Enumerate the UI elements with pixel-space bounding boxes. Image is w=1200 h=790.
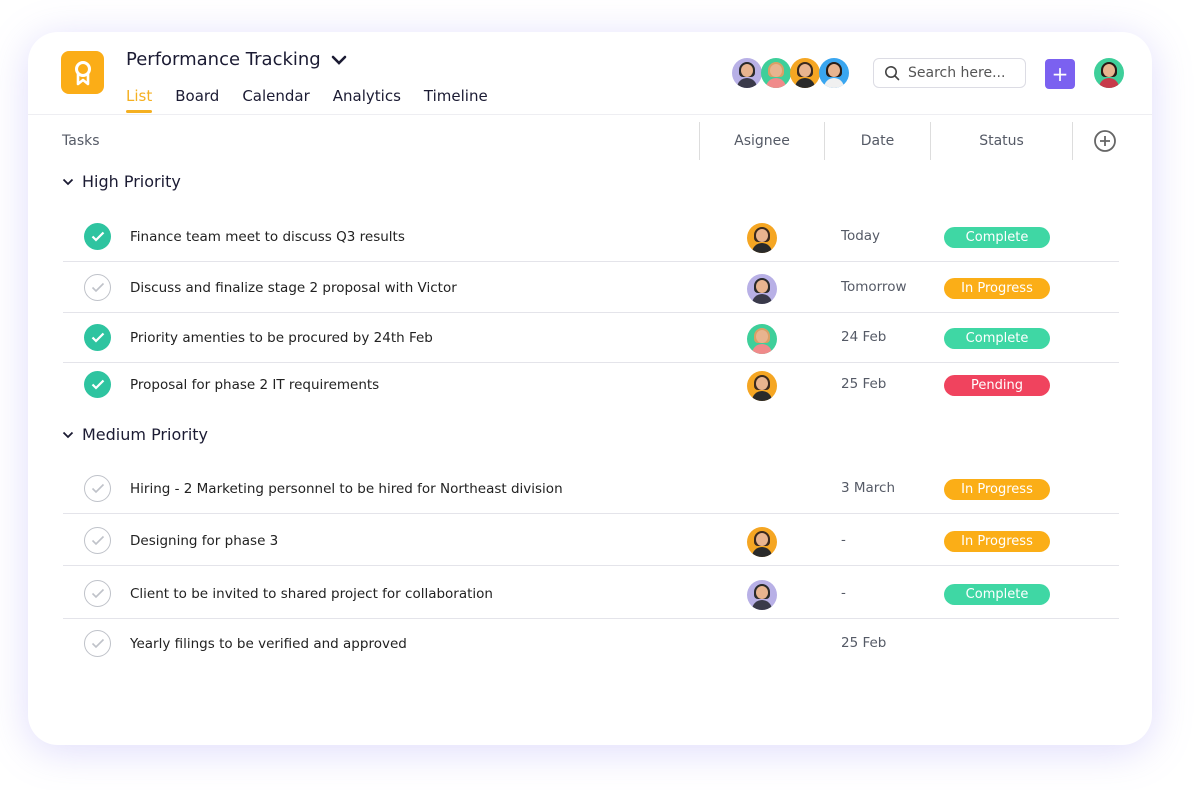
- task-row[interactable]: Client to be invited to shared project f…: [63, 569, 1119, 619]
- plus-icon: +: [1051, 62, 1069, 86]
- tab-list[interactable]: List: [126, 87, 153, 113]
- chevron-down-icon: [331, 55, 347, 65]
- task-date: 25 Feb: [841, 376, 887, 392]
- assignee-avatar: [747, 274, 777, 304]
- avatar: [819, 58, 849, 88]
- section-header[interactable]: Medium Priority: [62, 425, 208, 444]
- row-divider: [63, 312, 1119, 313]
- column-assignee[interactable]: Asignee: [734, 133, 790, 149]
- team-avatars[interactable]: [732, 58, 849, 88]
- plus-circle-icon: [1094, 130, 1116, 152]
- status-badge[interactable]: Complete: [944, 584, 1050, 605]
- check-icon: [91, 535, 104, 546]
- add-button[interactable]: +: [1045, 59, 1075, 89]
- task-checkbox[interactable]: [84, 371, 111, 398]
- task-row[interactable]: Discuss and finalize stage 2 proposal wi…: [63, 263, 1119, 313]
- check-icon: [91, 282, 104, 293]
- task-checkbox[interactable]: [84, 630, 111, 657]
- tab-analytics[interactable]: Analytics: [332, 87, 401, 105]
- task-row[interactable]: Finance team meet to discuss Q3 results T…: [63, 212, 1119, 262]
- chevron-down-icon: [62, 431, 74, 438]
- task-row[interactable]: Designing for phase 3 - In Progress: [63, 516, 1119, 566]
- assignee-avatar: [747, 580, 777, 610]
- column-divider: [824, 122, 825, 160]
- check-icon: [91, 638, 104, 649]
- task-row[interactable]: Yearly filings to be verified and approv…: [63, 619, 1119, 669]
- avatar: [732, 58, 762, 88]
- check-icon: [91, 231, 104, 242]
- view-tabs: List Board Calendar Analytics Timeline: [126, 87, 488, 113]
- column-divider: [930, 122, 931, 160]
- add-column-button[interactable]: [1092, 122, 1118, 160]
- task-name: Client to be invited to shared project f…: [130, 586, 493, 602]
- header-divider: [28, 114, 1152, 115]
- status-badge[interactable]: In Progress: [944, 479, 1050, 500]
- column-divider: [699, 122, 700, 160]
- status-badge[interactable]: Complete: [944, 328, 1050, 349]
- column-divider: [1072, 122, 1073, 160]
- assignee-avatar: [747, 527, 777, 557]
- task-row[interactable]: Proposal for phase 2 IT requirements 25 F…: [63, 360, 1119, 410]
- task-name: Designing for phase 3: [130, 533, 279, 549]
- search-input[interactable]: [908, 65, 1018, 81]
- task-date: 3 March: [841, 480, 896, 496]
- project-title-dropdown[interactable]: Performance Tracking: [126, 49, 347, 70]
- section-title: Medium Priority: [82, 425, 209, 444]
- status-badge[interactable]: In Progress: [944, 278, 1050, 299]
- task-date: -: [841, 585, 846, 601]
- assignee-avatar: [747, 371, 777, 401]
- status-badge[interactable]: In Progress: [944, 531, 1050, 552]
- task-name: Yearly filings to be verified and approv…: [130, 636, 407, 652]
- user-avatar[interactable]: [1094, 58, 1124, 88]
- row-divider: [63, 565, 1119, 566]
- task-name: Hiring - 2 Marketing personnel to be hir…: [130, 481, 563, 497]
- check-icon: [91, 483, 104, 494]
- row-divider: [63, 618, 1119, 619]
- tab-calendar[interactable]: Calendar: [242, 87, 310, 105]
- task-date: -: [841, 532, 846, 548]
- check-icon: [91, 379, 104, 390]
- row-divider: [63, 513, 1119, 514]
- row-divider: [63, 362, 1119, 363]
- avatar: [790, 58, 820, 88]
- avatar: [1094, 58, 1124, 88]
- award-logo-icon[interactable]: [61, 51, 104, 94]
- column-tasks: Tasks: [62, 133, 100, 149]
- project-title: Performance Tracking: [126, 49, 321, 70]
- column-date[interactable]: Date: [860, 133, 895, 149]
- section-title: High Priority: [82, 172, 181, 191]
- task-name: Proposal for phase 2 IT requirements: [130, 377, 380, 393]
- column-status[interactable]: Status: [979, 133, 1024, 149]
- task-board-card: Performance Tracking List Board Calendar…: [28, 32, 1152, 745]
- task-name: Priority amenties to be procured by 24th…: [130, 330, 433, 346]
- task-name: Discuss and finalize stage 2 proposal wi…: [130, 280, 457, 296]
- check-icon: [91, 588, 104, 599]
- task-name: Finance team meet to discuss Q3 results: [130, 229, 405, 245]
- avatar: [761, 58, 791, 88]
- task-date: 25 Feb: [841, 635, 887, 651]
- search-box[interactable]: [873, 58, 1026, 88]
- task-date: Tomorrow: [841, 279, 907, 295]
- section-header[interactable]: High Priority: [62, 172, 181, 191]
- task-checkbox[interactable]: [84, 274, 111, 301]
- task-checkbox[interactable]: [84, 580, 111, 607]
- assignee-avatar: [747, 223, 777, 253]
- row-divider: [63, 261, 1119, 262]
- chevron-down-icon: [62, 178, 74, 185]
- task-checkbox[interactable]: [84, 324, 111, 351]
- status-badge[interactable]: Pending: [944, 375, 1050, 396]
- task-row[interactable]: Hiring - 2 Marketing personnel to be hir…: [63, 464, 1119, 514]
- status-badge[interactable]: Complete: [944, 227, 1050, 248]
- task-checkbox[interactable]: [84, 223, 111, 250]
- assignee-avatar: [747, 324, 777, 354]
- search-icon: [885, 66, 900, 81]
- task-checkbox[interactable]: [84, 527, 111, 554]
- check-icon: [91, 332, 104, 343]
- tab-timeline[interactable]: Timeline: [423, 87, 488, 105]
- task-date: 24 Feb: [841, 329, 887, 345]
- tab-board[interactable]: Board: [175, 87, 220, 105]
- task-row[interactable]: Priority amenties to be procured by 24th…: [63, 313, 1119, 363]
- task-date: Today: [841, 228, 881, 244]
- task-checkbox[interactable]: [84, 475, 111, 502]
